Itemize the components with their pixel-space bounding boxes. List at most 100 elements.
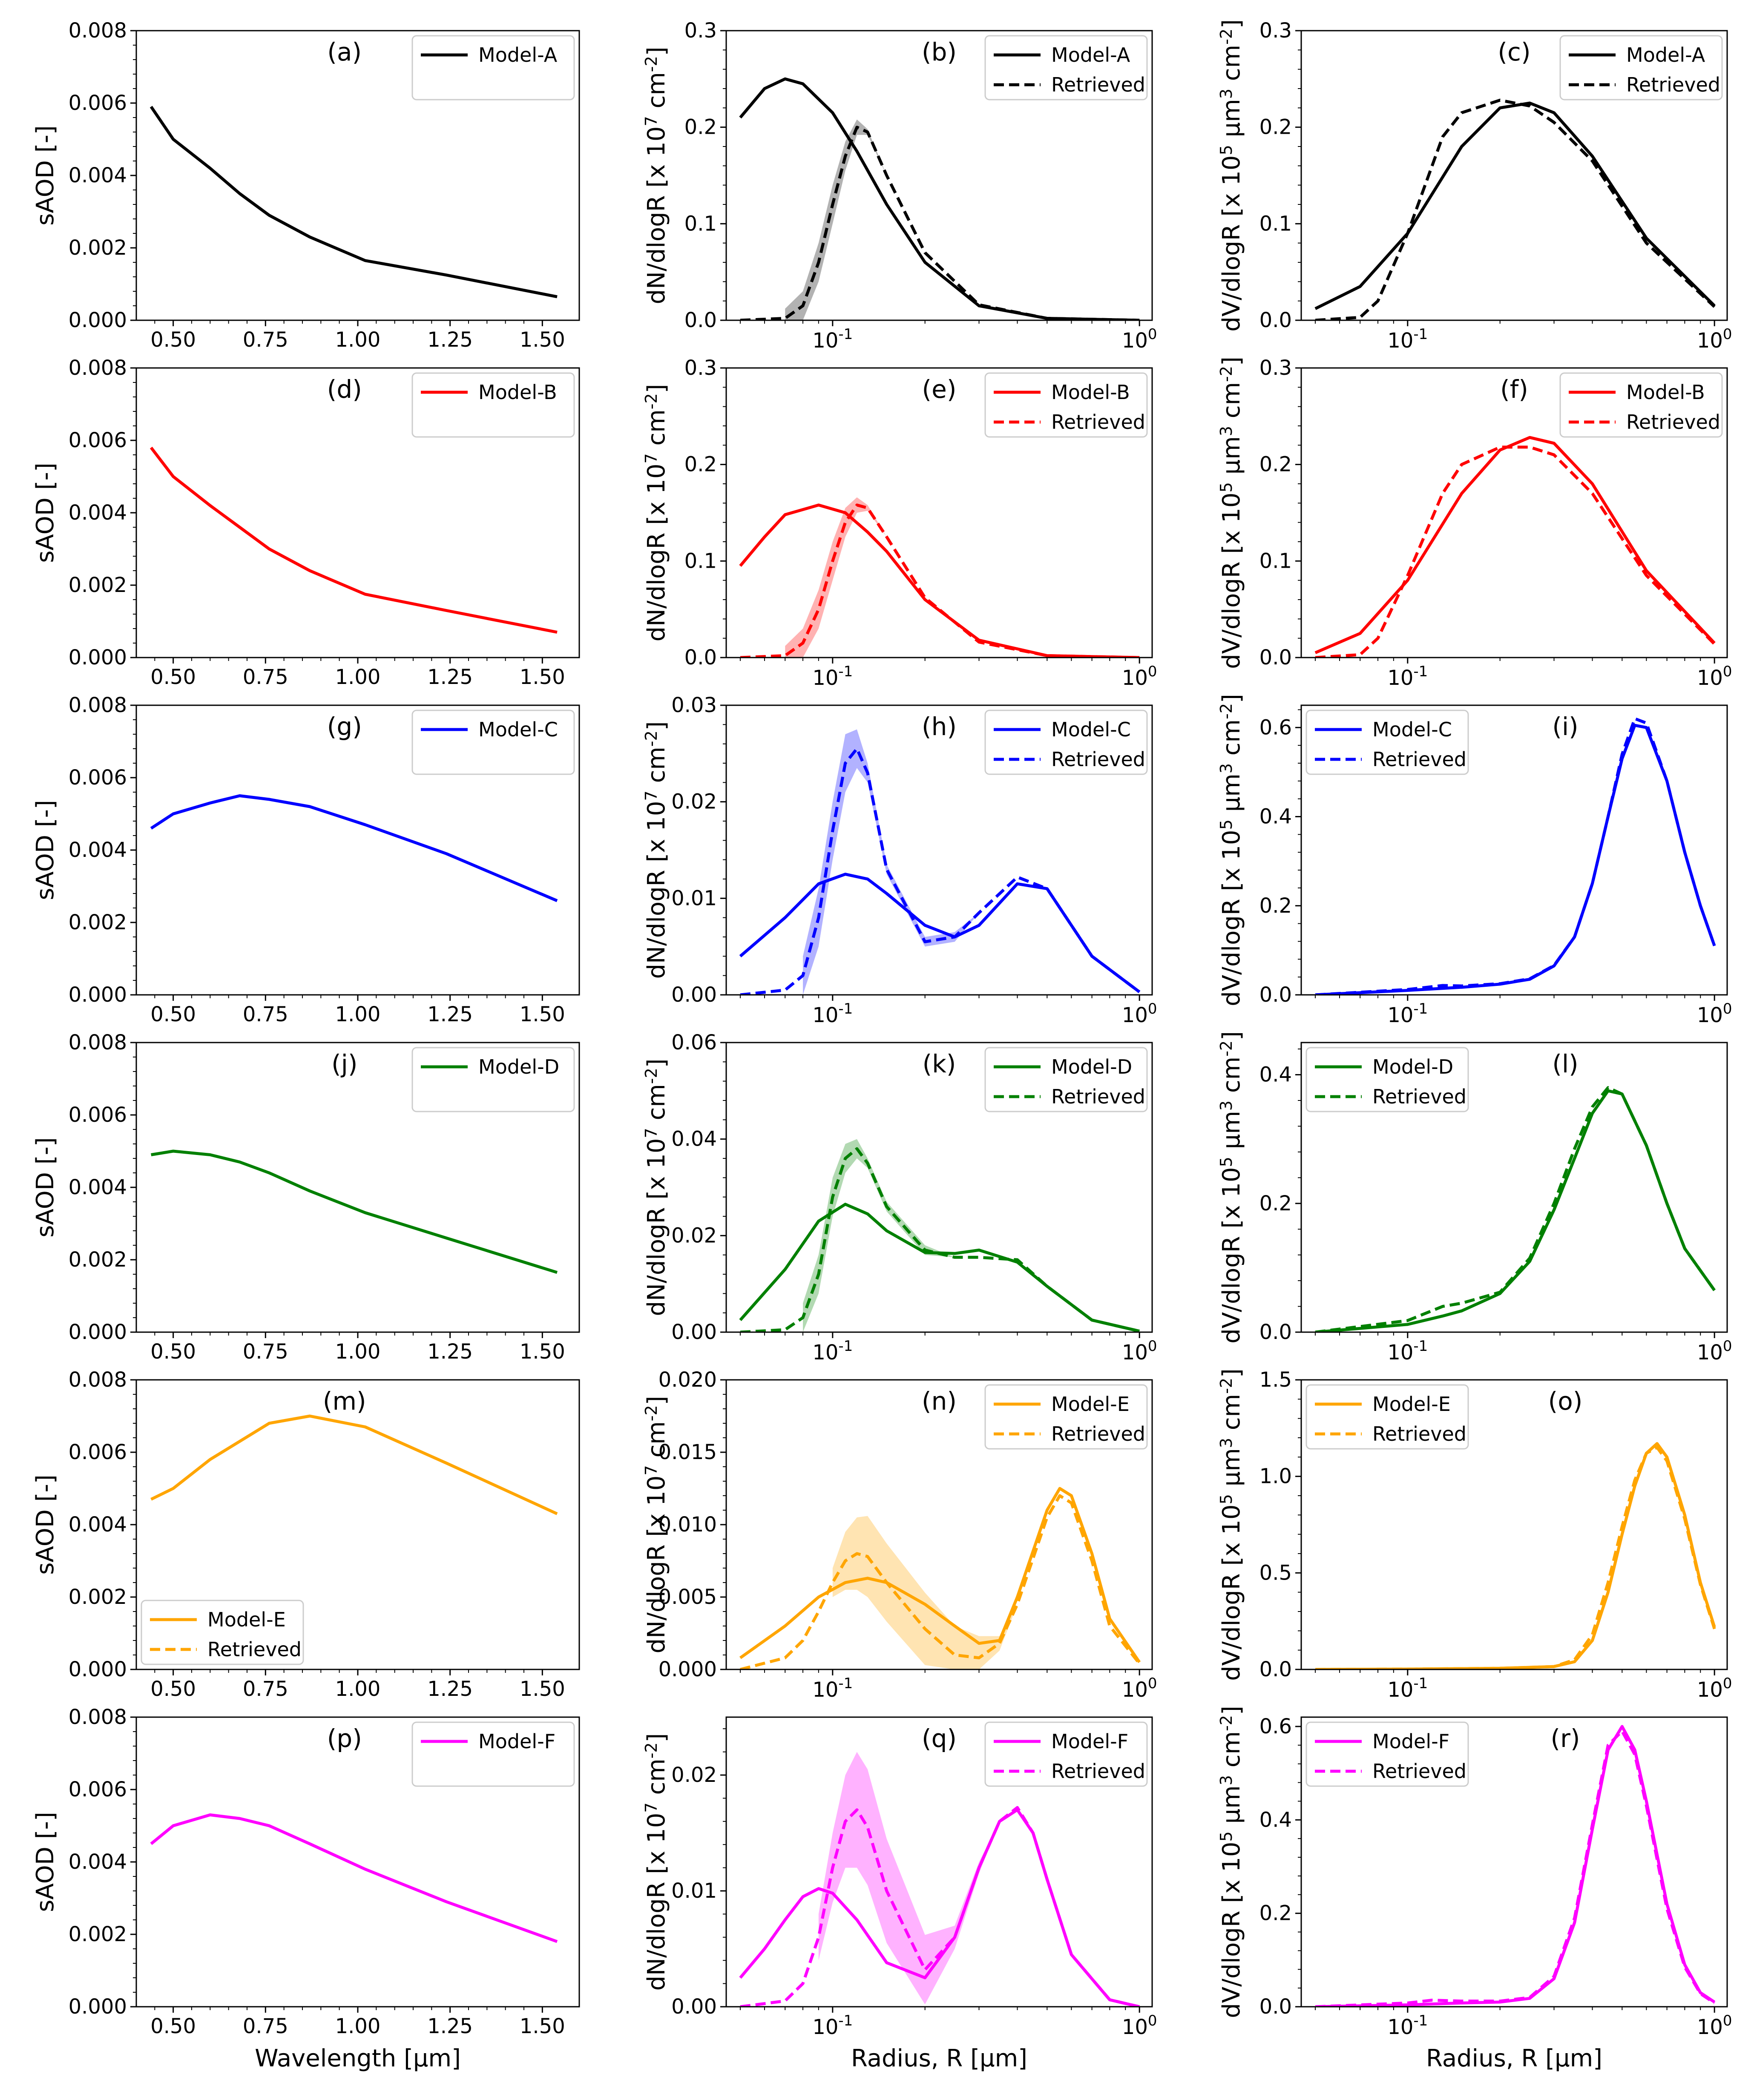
panel-p: 0.000 0.002 0.004 0.006 0.008 0.50 0.75 1.00 1.2…: [32, 1705, 580, 2072]
legend-i: Model-C Retrieved: [1305, 710, 1469, 775]
legend-m: Model-E Retrieved: [141, 1600, 304, 1665]
series-line-q-retrieved: [740, 1806, 1140, 2007]
panel-label-n: (n): [922, 1387, 957, 1416]
y-tick-label: 0.04: [671, 1127, 717, 1151]
x-tick-label: 1.50: [520, 2014, 565, 2038]
y-axis-label: dV/dlogR [x 105​ μm3​ cm-2​]: [1217, 356, 1245, 669]
uncertainty-band-e: [785, 497, 925, 658]
series-line-l-model: [1315, 1089, 1716, 1332]
y-tick-label: 0.3: [684, 356, 717, 380]
x-tick-label: 100: [1697, 1675, 1732, 1702]
y-tick-label: 0.1: [1259, 549, 1292, 573]
y-axis-label: sAOD [-]: [32, 1474, 59, 1574]
legend-label-model: Model-D: [1372, 1055, 1453, 1078]
legend-n: Model-E Retrieved: [984, 1384, 1148, 1450]
legend-b: Model-A Retrieved: [984, 35, 1148, 101]
x-tick-label: 0.50: [150, 2014, 196, 2038]
series-line-j-model: [151, 1149, 558, 1274]
y-tick-label: 0.01: [671, 1879, 717, 1903]
y-tick-label: 0.2: [684, 115, 717, 139]
y-tick-label: 0.006: [69, 1440, 127, 1464]
panel-g: 0.000 0.002 0.004 0.006 0.008 0.50 0.75 1.00 1.2…: [32, 693, 580, 1026]
panel-label-h: (h): [922, 712, 957, 741]
x-tick-label: 0.75: [243, 1003, 288, 1026]
y-tick-label: 0.002: [69, 236, 127, 260]
legend-label-retrieved: Retrieved: [1051, 748, 1145, 771]
x-tick-label: 100: [1122, 1338, 1157, 1365]
y-tick-label: 0.020: [658, 1368, 717, 1392]
y-tick-label: 0.1: [684, 212, 717, 236]
x-tick-label: 0.50: [150, 665, 196, 689]
uncertainty-band-h: [803, 729, 979, 995]
x-tick-label: 1.25: [427, 328, 473, 352]
y-tick-label: 0.006: [69, 766, 127, 790]
y-tick-label: 0.06: [671, 1031, 717, 1054]
y-tick-label: 0.010: [658, 1513, 717, 1537]
y-tick-label: 0.3: [1259, 356, 1292, 380]
legend-label-retrieved: Retrieved: [1372, 748, 1466, 771]
x-tick-label: 10-1: [812, 1000, 853, 1027]
uncertainty-band-q: [818, 1752, 1000, 2005]
x-tick-label: 0.75: [243, 665, 288, 689]
x-tick-label: 1.50: [520, 328, 565, 352]
y-tick-label: 0.1: [1259, 212, 1292, 236]
x-tick-label: 10-1: [812, 663, 853, 690]
y-tick-label: 0.0: [1259, 646, 1292, 669]
legend-label-retrieved: Retrieved: [1626, 73, 1720, 96]
series-line-k-retrieved: [740, 1147, 1140, 1332]
panel-label-q: (q): [922, 1724, 957, 1753]
panel-label-g: (g): [327, 712, 362, 741]
legend-f: Model-B Retrieved: [1559, 372, 1723, 438]
legend-box: [411, 710, 575, 775]
x-tick-label: 1.25: [427, 2014, 473, 2038]
x-tick-label: 0.75: [243, 1340, 288, 1364]
y-tick-label: 0.01: [671, 886, 717, 910]
x-tick-label: 100: [1697, 663, 1732, 690]
x-tick-label: 100: [1697, 1338, 1732, 1365]
panel-label-b: (b): [922, 37, 957, 66]
plot-frame-c: [1300, 30, 1728, 321]
uncertainty-band-n: [832, 1516, 1018, 1669]
legend-label-model: Model-E: [1051, 1393, 1130, 1416]
x-tick-label: 0.50: [150, 328, 196, 352]
panel-label-c: (c): [1498, 37, 1530, 66]
panel-e: 0.0 0.1 0.2 0.3 10-1 100 dN/dlogR [x 107​ cm-2…: [642, 356, 1157, 690]
y-tick-label: 0.3: [1259, 19, 1292, 43]
y-tick-label: 0.006: [69, 91, 127, 115]
panel-label-i: (i): [1552, 712, 1578, 741]
series-line-f-model: [1314, 436, 1716, 654]
panel-label-l: (l): [1552, 1049, 1578, 1078]
x-tick-label: 10-1: [812, 326, 853, 353]
y-tick-label: 0.008: [69, 1368, 127, 1392]
x-tick-label: 1.00: [335, 2014, 381, 2038]
legend-label-retrieved: Retrieved: [1372, 1085, 1466, 1108]
legend-label-retrieved: Retrieved: [1051, 1422, 1145, 1445]
legend-label-retrieved: Retrieved: [1372, 1760, 1466, 1783]
panel-k: 0.00 0.02 0.04 0.06 10-1 100 dN/dlogR [x 107​ …: [642, 1031, 1157, 1365]
panel-label-j: (j): [331, 1049, 357, 1078]
panel-label-a: (a): [327, 37, 362, 66]
legend-label-model: Model-F: [478, 1730, 555, 1753]
legend-c: Model-A Retrieved: [1559, 35, 1723, 101]
y-tick-label: 0.008: [69, 19, 127, 43]
y-axis-label: sAOD [-]: [32, 125, 59, 225]
y-tick-label: 0.008: [69, 356, 127, 380]
legend-box: [411, 1721, 575, 1787]
legend-box: [411, 372, 575, 438]
x-tick-label: 1.50: [520, 665, 565, 689]
panel-label-d: (d): [327, 375, 362, 404]
plot-frame-o: [1300, 1379, 1728, 1670]
series-line-o-retrieved: [1315, 1446, 1716, 1669]
plot-frame-l: [1300, 1042, 1728, 1333]
x-tick-label: 10-1: [1387, 2012, 1428, 2039]
y-tick-label: 0.00: [671, 1995, 717, 2019]
x-tick-label: 1.25: [427, 1677, 473, 1701]
panel-o: 0.0 0.5 1.0 1.5 10-1 100 dV/dlogR [x 105​ μm3​…: [1217, 1368, 1732, 1702]
legend-e: Model-B Retrieved: [984, 372, 1148, 438]
y-tick-label: 0.000: [69, 1658, 127, 1681]
y-tick-label: 0.002: [69, 911, 127, 934]
y-tick-label: 0.004: [69, 164, 127, 187]
legend-label-model: Model-B: [1626, 381, 1705, 404]
plot-frame-b: [725, 30, 1153, 321]
